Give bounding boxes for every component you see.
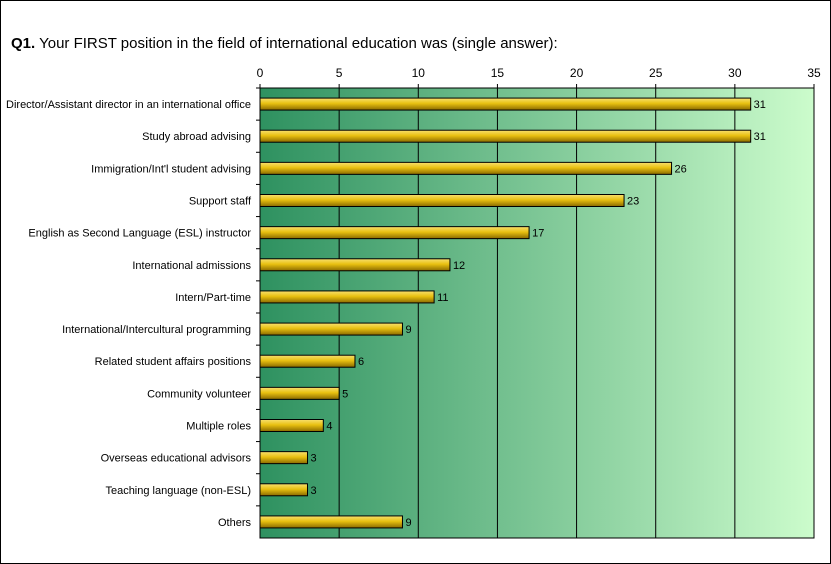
bars: 31 31 26 23 17 12 11 9 6 5 4 3 3 9: [259, 97, 766, 529]
bar: [259, 129, 752, 143]
x-tick-label: 20: [570, 66, 584, 80]
x-axis-ticks: 0 5 10 15 20 25 30 35: [256, 66, 821, 507]
x-tick-label: 15: [491, 66, 505, 80]
bar: [259, 97, 752, 111]
bar: [259, 258, 451, 272]
category-label: Others: [218, 517, 252, 529]
category-label: International/Intercultural programming: [62, 324, 251, 336]
category-label: Related student affairs positions: [95, 356, 252, 368]
category-label: Study abroad advising: [142, 131, 251, 143]
data-label: 23: [627, 196, 639, 208]
plot-area: [259, 87, 815, 539]
x-tick-label: 0: [257, 66, 264, 80]
bar: [259, 194, 625, 207]
data-label: 3: [310, 485, 316, 497]
category-label: Immigration/Int'l student advising: [91, 163, 251, 175]
x-tick-label: 30: [728, 66, 742, 80]
category-label: Multiple roles: [186, 421, 251, 433]
data-label: 9: [405, 517, 411, 529]
bar: [259, 226, 530, 240]
category-label: Community volunteer: [147, 388, 251, 400]
category-label: Support staff: [189, 196, 252, 208]
question-number: Q1.: [11, 35, 36, 52]
bar: [259, 419, 324, 432]
data-label: 31: [754, 131, 766, 143]
x-tick-label: 25: [649, 66, 663, 80]
category-labels: Director/Assistant director in an intern…: [6, 99, 252, 529]
data-label: 4: [326, 421, 332, 433]
x-tick-label: 5: [336, 66, 343, 80]
bar: [259, 483, 308, 497]
data-label: 6: [358, 356, 364, 368]
category-label: Teaching language (non-ESL): [105, 485, 251, 497]
bar: [259, 322, 403, 336]
category-label: English as Second Language (ESL) instruc…: [28, 228, 251, 240]
category-label: Intern/Part-time: [175, 292, 251, 304]
question-text: Your FIRST position in the field of inte…: [39, 35, 558, 52]
data-label: 31: [754, 99, 766, 111]
data-label: 9: [405, 324, 411, 336]
data-label: 11: [437, 292, 448, 304]
bar: [259, 354, 356, 368]
bar: [259, 386, 340, 400]
data-label: 3: [310, 453, 316, 465]
data-label: 12: [453, 260, 465, 272]
bar: [259, 161, 673, 175]
bar: [259, 515, 403, 529]
bar: [259, 290, 435, 304]
data-label: 26: [675, 163, 687, 175]
chart-title: Q1. Your FIRST position in the field of …: [11, 35, 558, 52]
category-label: Overseas educational advisors: [101, 453, 252, 465]
x-tick-label: 10: [412, 66, 426, 80]
category-label: International admissions: [132, 260, 251, 272]
data-label: 17: [532, 228, 544, 240]
bar: [259, 451, 308, 465]
category-label: Director/Assistant director in an intern…: [6, 99, 251, 111]
x-tick-label: 35: [807, 66, 821, 80]
data-label: 5: [342, 388, 348, 400]
